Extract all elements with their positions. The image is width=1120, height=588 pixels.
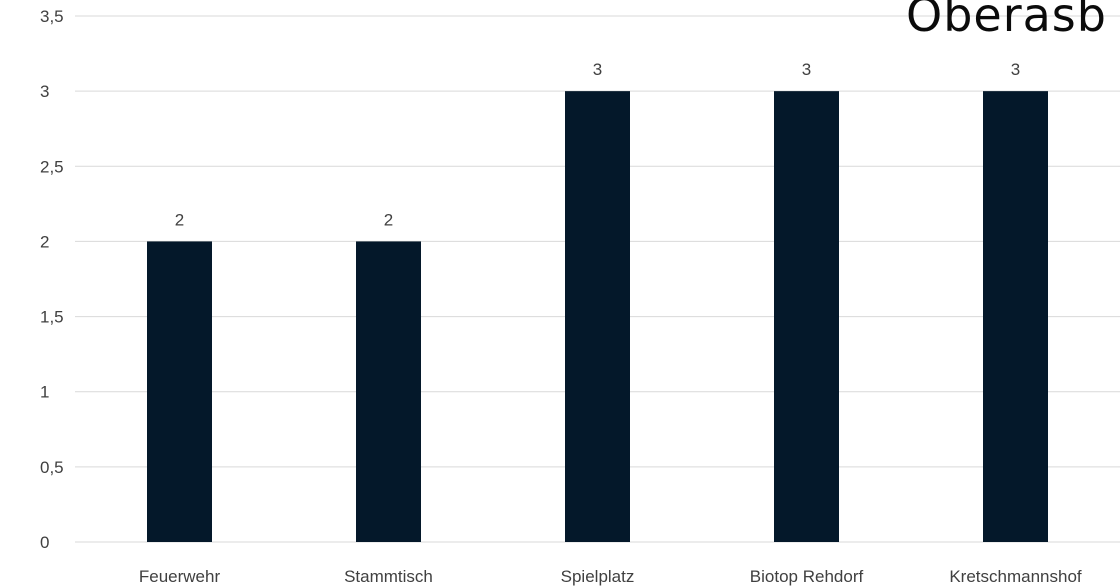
data-label: 3 [1011, 60, 1020, 79]
data-label: 3 [802, 60, 811, 79]
y-tick-label: 2,5 [40, 157, 64, 176]
bar [356, 241, 421, 542]
bar [147, 241, 212, 542]
y-tick-label: 3 [40, 82, 49, 101]
x-tick-label: Biotop Rehdorf [750, 567, 864, 586]
bars [147, 91, 1048, 543]
x-axis-tick-labels: Feuerwehr Stammtisch Spielplatz Biotop Rehd… [139, 567, 1082, 586]
data-label: 3 [593, 60, 602, 79]
x-tick-label: Kretschmannshof [949, 567, 1082, 586]
data-label: 2 [175, 210, 184, 229]
x-tick-label: Stammtisch [344, 567, 433, 586]
y-tick-label: 0,5 [40, 458, 64, 477]
bar [565, 91, 630, 543]
x-tick-label: Feuerwehr [139, 567, 221, 586]
y-tick-label: 1,5 [40, 308, 64, 327]
logo-text: Oberasb [906, 0, 1107, 42]
bar [983, 91, 1048, 543]
bar [774, 91, 839, 543]
y-tick-label: 0 [40, 533, 49, 552]
y-tick-label: 1 [40, 383, 49, 402]
x-tick-label: Spielplatz [561, 567, 635, 586]
y-tick-label: 3,5 [40, 7, 64, 26]
y-axis-tick-labels: 0 0,5 1 1,5 2 2,5 3 3,5 [40, 7, 64, 552]
data-labels: 2 2 3 3 3 [175, 60, 1020, 229]
data-label: 2 [384, 210, 393, 229]
y-tick-label: 2 [40, 232, 49, 251]
